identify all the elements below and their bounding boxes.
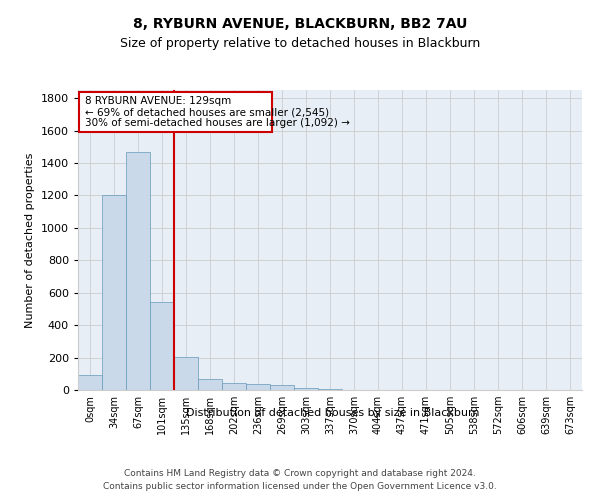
FancyBboxPatch shape [79,92,272,132]
Bar [270,386,294,390]
Text: Contains HM Land Registry data © Crown copyright and database right 2024.: Contains HM Land Registry data © Crown c… [124,468,476,477]
Bar [126,152,150,390]
Bar [198,380,222,390]
Bar [222,382,246,390]
Bar [294,388,318,390]
Text: 30% of semi-detached houses are larger (1,092) →: 30% of semi-detached houses are larger (… [85,118,350,128]
Bar [318,389,342,390]
Y-axis label: Number of detached properties: Number of detached properties [25,152,35,328]
Bar [102,196,126,390]
Text: Distribution of detached houses by size in Blackburn: Distribution of detached houses by size … [186,408,480,418]
Text: ← 69% of detached houses are smaller (2,545): ← 69% of detached houses are smaller (2,… [85,107,329,117]
Text: 8 RYBURN AVENUE: 129sqm: 8 RYBURN AVENUE: 129sqm [85,96,232,106]
Bar [246,384,270,390]
Bar [150,302,174,390]
Bar [78,376,102,390]
Text: Contains public sector information licensed under the Open Government Licence v3: Contains public sector information licen… [103,482,497,491]
Bar [174,357,198,390]
Text: 8, RYBURN AVENUE, BLACKBURN, BB2 7AU: 8, RYBURN AVENUE, BLACKBURN, BB2 7AU [133,18,467,32]
Text: Size of property relative to detached houses in Blackburn: Size of property relative to detached ho… [120,38,480,51]
